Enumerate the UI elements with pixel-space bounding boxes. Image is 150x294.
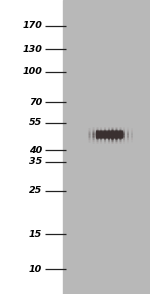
Text: 55: 55 <box>29 118 42 127</box>
Text: 70: 70 <box>29 98 42 107</box>
Text: 100: 100 <box>22 67 42 76</box>
Text: 10: 10 <box>29 265 42 274</box>
Text: 25: 25 <box>29 186 42 195</box>
Bar <box>0 0 63 294</box>
Text: 35: 35 <box>29 157 42 166</box>
Text: 170: 170 <box>22 21 42 31</box>
Text: 40: 40 <box>29 146 42 155</box>
Bar <box>63 0 150 294</box>
Text: 130: 130 <box>22 44 42 54</box>
Text: 15: 15 <box>29 230 42 239</box>
